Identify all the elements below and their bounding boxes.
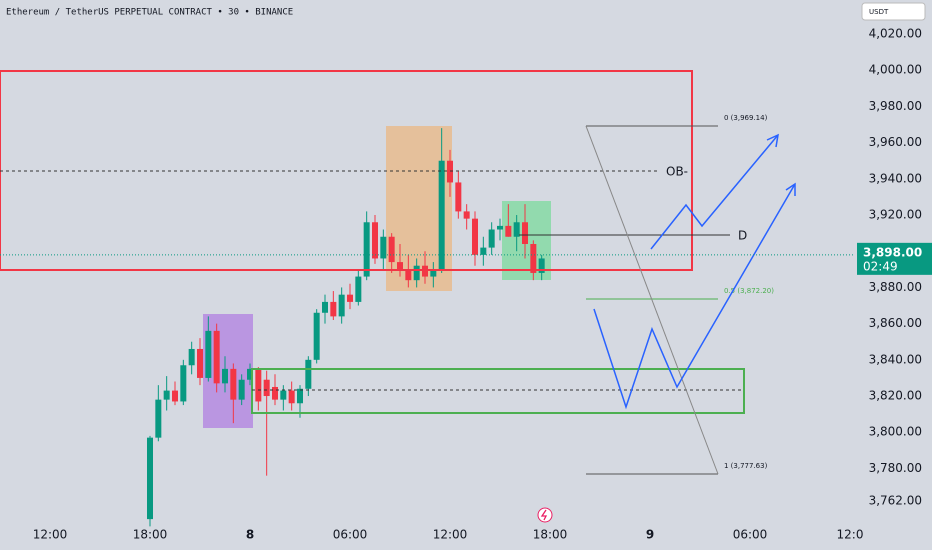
projection-2 — [593, 183, 796, 410]
body — [497, 225, 503, 230]
body — [355, 276, 362, 302]
body — [513, 222, 520, 237]
body — [397, 262, 403, 270]
y-tick-label: 3,860.00 — [869, 316, 922, 330]
body — [522, 222, 528, 244]
body — [347, 294, 353, 302]
x-tick-label: 12:00 — [433, 528, 468, 542]
body — [455, 182, 462, 212]
body — [388, 236, 395, 263]
candles — [147, 128, 545, 527]
body — [538, 258, 545, 273]
body — [155, 399, 162, 438]
event-icon-bolt — [540, 509, 548, 521]
y-tick-label: 4,000.00 — [869, 63, 922, 77]
body — [380, 236, 387, 259]
body — [205, 330, 212, 378]
body — [313, 312, 320, 360]
body — [430, 269, 437, 277]
body — [413, 265, 420, 281]
body — [372, 222, 378, 259]
y-tick-label: 3,840.00 — [869, 352, 922, 366]
axes: 4,020.00 4,000.00 3,980.00 3,960.00 3,940.00… — [0, 27, 932, 542]
body — [180, 365, 187, 402]
countdown: 02:49 — [863, 259, 898, 273]
body — [480, 247, 487, 255]
body — [263, 379, 270, 397]
body — [472, 218, 478, 255]
arrow-head — [766, 133, 779, 148]
x-tick-label: 18:00 — [133, 528, 168, 542]
body — [530, 243, 537, 273]
event-icon[interactable] — [537, 507, 553, 523]
x-tick-label: 18:00 — [533, 528, 568, 542]
last-price-box — [857, 242, 932, 275]
body — [213, 330, 220, 384]
body — [238, 379, 245, 400]
fib-1-label: 1 (3,777.63) — [724, 462, 768, 470]
body — [280, 390, 287, 400]
currency: USDT — [869, 8, 889, 16]
last-price-label: 3,898.00 — [863, 245, 922, 259]
fib-diagonal — [585, 125, 719, 475]
body — [188, 348, 195, 366]
x-tick-label: 9 — [646, 528, 654, 542]
y-tick-label: 3,920.00 — [869, 208, 922, 222]
body — [488, 229, 495, 248]
green-rect — [251, 368, 745, 414]
body — [222, 368, 228, 384]
projection-1 — [650, 134, 779, 250]
body — [322, 301, 328, 313]
x-tick-label: 12:0 — [837, 528, 864, 542]
ob-label: OB- — [666, 165, 688, 179]
body — [330, 301, 337, 317]
x-tick-label: 06:00 — [333, 528, 368, 542]
y-tick-label: 3,960.00 — [869, 135, 922, 149]
y-tick-label: 3,940.00 — [869, 171, 922, 185]
y-tick-label: 3,820.00 — [869, 389, 922, 403]
currency-box[interactable] — [861, 2, 926, 21]
x-tick-label: 06:00 — [733, 528, 768, 542]
body — [363, 222, 370, 277]
body — [255, 368, 262, 402]
body — [163, 390, 170, 400]
d-label: D — [738, 229, 747, 243]
body — [505, 225, 512, 237]
y-tick-label: 3,980.00 — [869, 99, 922, 113]
body — [147, 437, 153, 520]
body — [288, 390, 295, 404]
fib-05-label: 0.5 (3,872.20) — [724, 287, 774, 295]
x-tick-label: 12:00 — [33, 528, 68, 542]
x-tick-label: 8 — [246, 528, 254, 542]
y-tick-label: 4,020.00 — [869, 27, 922, 41]
body — [305, 359, 312, 389]
y-tick-label: 3,880.00 — [869, 280, 922, 294]
y-tick-label: 3,762.00 — [869, 494, 922, 508]
body — [272, 386, 278, 400]
y-tick-label: 3,800.00 — [869, 425, 922, 439]
body — [172, 390, 178, 402]
body — [405, 269, 412, 281]
body — [230, 368, 237, 400]
fib-0-label: 0 (3,969.14) — [724, 114, 768, 122]
body — [463, 211, 470, 219]
y-tick-label: 3,780.00 — [869, 461, 922, 475]
body — [197, 348, 203, 378]
body — [247, 368, 253, 380]
chart-title: Ethereum / TetherUS PERPETUAL CONTRACT •… — [6, 8, 293, 18]
body — [438, 160, 445, 270]
body — [447, 160, 453, 183]
red-zone — [0, 70, 693, 271]
body — [297, 388, 303, 404]
body — [422, 265, 428, 277]
body — [338, 294, 345, 317]
arrow-head — [785, 182, 796, 196]
